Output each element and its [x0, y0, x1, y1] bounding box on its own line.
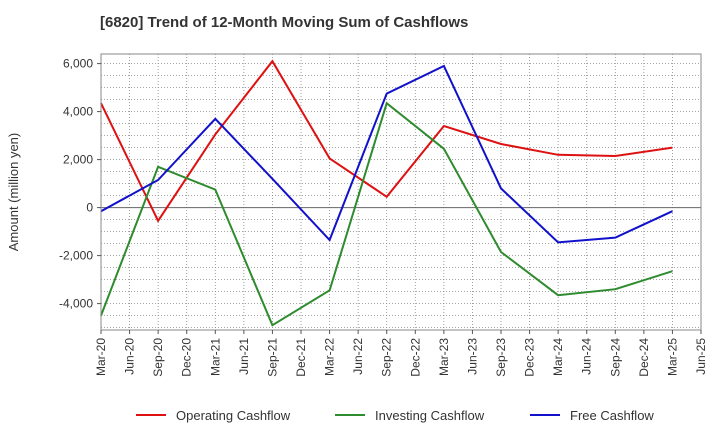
x-tick-label: Jun-20 [123, 338, 137, 375]
chart-title: [6820] Trend of 12-Month Moving Sum of C… [100, 14, 469, 31]
y-tick-label: 4,000 [63, 105, 93, 119]
y-axis-ticks: -4,000 -2,000 0 2,000 4,000 6,000 [59, 57, 101, 311]
x-tick-label: Mar-20 [94, 338, 108, 376]
legend: Operating Cashflow Investing Cashflow Free… [0, 404, 720, 426]
grid-lines [100, 54, 702, 330]
x-tick-label: Mar-25 [665, 338, 679, 376]
legend-swatch [136, 414, 166, 416]
x-tick-label: Jun-23 [465, 338, 479, 375]
series-line-free-cashflow [100, 64, 673, 244]
x-tick-label: Sep-23 [494, 338, 508, 377]
x-tick-label: Mar-21 [208, 338, 222, 376]
legend-item: Investing Cashflow [335, 404, 484, 426]
x-tick-label: Sep-22 [380, 338, 394, 377]
y-axis-label: Amount (million yen) [6, 133, 21, 252]
x-tick-label: Jun-24 [580, 338, 594, 375]
x-tick-label: Dec-21 [294, 338, 308, 377]
x-tick-label: Jun-21 [237, 338, 251, 375]
x-tick-label: Dec-22 [408, 338, 422, 377]
x-tick-label: Dec-23 [523, 338, 537, 377]
x-tick-label: Sep-21 [265, 338, 279, 377]
series-line-investing-cashflow [100, 101, 673, 327]
x-tick-label: Sep-24 [608, 338, 622, 377]
legend-item: Free Cashflow [530, 404, 654, 426]
series-lines [100, 59, 673, 327]
y-tick-label: 0 [86, 201, 93, 215]
legend-label: Operating Cashflow [176, 407, 291, 423]
x-tick-label: Jun-22 [351, 338, 365, 375]
y-tick-label: 6,000 [63, 57, 93, 71]
x-tick-label: Mar-24 [551, 338, 565, 376]
y-tick-label: -4,000 [59, 297, 93, 311]
x-tick-label: Dec-24 [637, 338, 651, 377]
x-axis-ticks: Mar-20 Jun-20 Sep-20 Dec-20 Mar-21 Jun-21 Sep-… [94, 330, 708, 377]
legend-swatch [335, 414, 365, 416]
legend-swatch [530, 414, 560, 416]
legend-item: Operating Cashflow [136, 404, 290, 426]
series-line-operating-cashflow [100, 59, 673, 223]
plot-border [100, 53, 702, 331]
x-tick-label: Mar-22 [323, 338, 337, 376]
x-tick-label: Mar-23 [437, 338, 451, 376]
x-tick-label: Dec-20 [180, 338, 194, 377]
y-tick-label: 2,000 [63, 153, 93, 167]
y-tick-label: -2,000 [59, 249, 93, 263]
x-tick-label: Sep-20 [151, 338, 165, 377]
legend-label: Investing Cashflow [375, 407, 485, 423]
plot-frame [100, 53, 702, 331]
legend-label: Free Cashflow [570, 407, 654, 423]
x-tick-label: Jun-25 [694, 338, 708, 375]
